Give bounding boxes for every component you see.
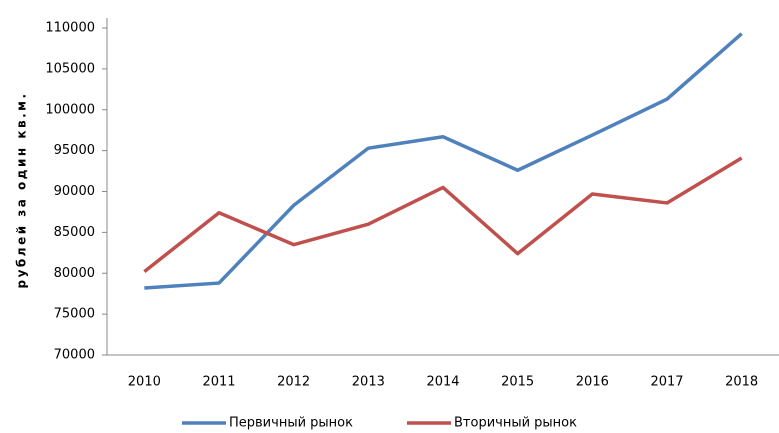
y-tick-label: 80000 [54,266,95,281]
x-tick-label: 2014 [426,375,459,390]
y-tick-label: 110000 [45,21,95,36]
x-tick-label: 2017 [650,375,683,390]
line-series [144,32,743,290]
y-tick-label: 90000 [54,184,95,199]
x-tick-label: 2018 [725,375,758,390]
x-tick-label: 2011 [202,375,235,390]
x-tick-label: 2010 [128,375,161,390]
x-tick-label: 2013 [352,375,385,390]
x-tick-label: 2015 [501,375,534,390]
x-tick-label: 2012 [277,375,310,390]
y-axis-label: рублей за один кв.м. [15,91,29,288]
y-tick-label: 75000 [54,307,95,322]
y-tick-label: 105000 [45,61,95,76]
y-tick-label: 100000 [45,102,95,117]
y-tick-label: 85000 [54,225,95,240]
x-tick-label: 2016 [576,375,609,390]
line-series [143,156,743,273]
y-tick-label: 95000 [54,143,95,158]
legend-label: Вторичный рынок [454,416,577,431]
y-tick-label: 70000 [54,348,95,363]
legend-label: Первичный рынок [229,416,353,431]
